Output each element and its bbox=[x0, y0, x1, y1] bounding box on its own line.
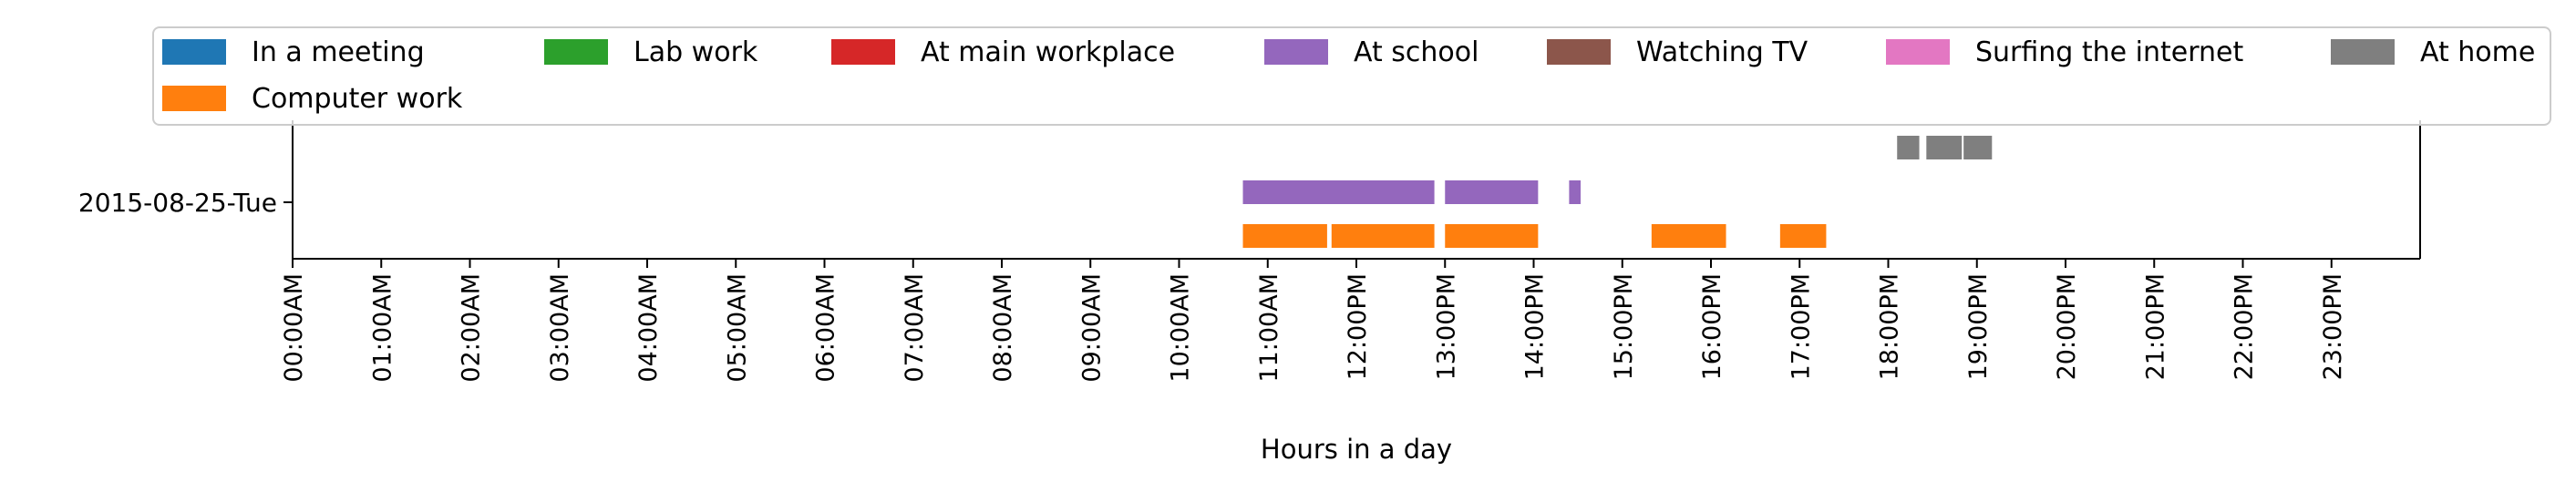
interval-bar bbox=[1331, 224, 1435, 248]
interval-bar bbox=[1651, 224, 1726, 248]
y-axis-ticks: 2015-08-25-Tue bbox=[78, 188, 293, 218]
interval-bar bbox=[1445, 180, 1539, 204]
x-tick-label: 06:00AM bbox=[812, 273, 840, 383]
legend: In a meeting Lab work At main workplace At … bbox=[152, 26, 2551, 126]
x-axis-ticks: 00:00AM 01:00AM 02:00AM 03:00AM 04:00AM 05:00… bbox=[280, 259, 2347, 383]
interval-bar bbox=[1445, 224, 1539, 248]
x-tick-label: 16:00PM bbox=[1698, 273, 1726, 380]
legend-swatch bbox=[2331, 39, 2395, 65]
interval-bar bbox=[1242, 180, 1435, 204]
x-tick-label: 09:00AM bbox=[1077, 273, 1106, 383]
x-tick-label: 19:00PM bbox=[1964, 273, 1993, 380]
legend-label: Computer work bbox=[252, 83, 463, 115]
legend-frame bbox=[152, 26, 2551, 126]
x-tick-label: 12:00PM bbox=[1344, 273, 1372, 380]
y-tick-label: 2015-08-25-Tue bbox=[78, 188, 277, 218]
x-tick-label: 17:00PM bbox=[1787, 273, 1815, 380]
x-tick-label: 07:00AM bbox=[901, 273, 929, 383]
x-tick-label: 13:00PM bbox=[1432, 273, 1460, 380]
x-tick-label: 08:00AM bbox=[989, 273, 1017, 383]
x-tick-label: 00:00AM bbox=[280, 273, 308, 383]
legend-label: Surfing the internet bbox=[1975, 36, 2243, 68]
legend-label: At home bbox=[2420, 36, 2535, 68]
x-tick-label: 18:00PM bbox=[1876, 273, 1904, 380]
legend-swatch bbox=[1547, 39, 1611, 65]
interval-bar bbox=[1963, 136, 1993, 159]
interval-bar bbox=[1779, 224, 1827, 248]
interval-bar bbox=[1242, 224, 1327, 248]
x-tick-label: 11:00AM bbox=[1255, 273, 1283, 383]
x-tick-label: 14:00PM bbox=[1521, 273, 1550, 380]
x-tick-label: 04:00AM bbox=[634, 273, 663, 383]
legend-swatch bbox=[544, 39, 608, 65]
interval-bar bbox=[1897, 136, 1920, 159]
legend-label: In a meeting bbox=[252, 36, 425, 68]
x-tick-label: 21:00PM bbox=[2141, 273, 2169, 380]
x-tick-label: 10:00AM bbox=[1167, 273, 1195, 383]
x-tick-label: 05:00AM bbox=[723, 273, 751, 383]
legend-label: At school bbox=[1354, 36, 1479, 68]
x-tick-label: 01:00AM bbox=[368, 273, 397, 383]
interval-bar bbox=[1926, 136, 1963, 159]
x-tick-label: 03:00AM bbox=[546, 273, 574, 383]
legend-label: Watching TV bbox=[1636, 36, 1808, 68]
legend-label: At main workplace bbox=[921, 36, 1175, 68]
x-tick-label: 22:00PM bbox=[2231, 273, 2259, 380]
x-axis-label: Hours in a day bbox=[1261, 434, 1452, 465]
legend-swatch bbox=[831, 39, 895, 65]
legend-swatch bbox=[162, 86, 226, 111]
x-tick-label: 23:00PM bbox=[2319, 273, 2347, 380]
legend-swatch bbox=[1264, 39, 1328, 65]
interval-bars bbox=[1242, 136, 1993, 248]
interval-bar bbox=[1569, 180, 1582, 204]
x-tick-label: 02:00AM bbox=[458, 273, 486, 383]
legend-swatch bbox=[162, 39, 226, 65]
legend-label: Lab work bbox=[634, 36, 758, 68]
legend-swatch bbox=[1886, 39, 1950, 65]
x-tick-label: 15:00PM bbox=[1610, 273, 1638, 380]
x-tick-label: 20:00PM bbox=[2053, 273, 2081, 380]
